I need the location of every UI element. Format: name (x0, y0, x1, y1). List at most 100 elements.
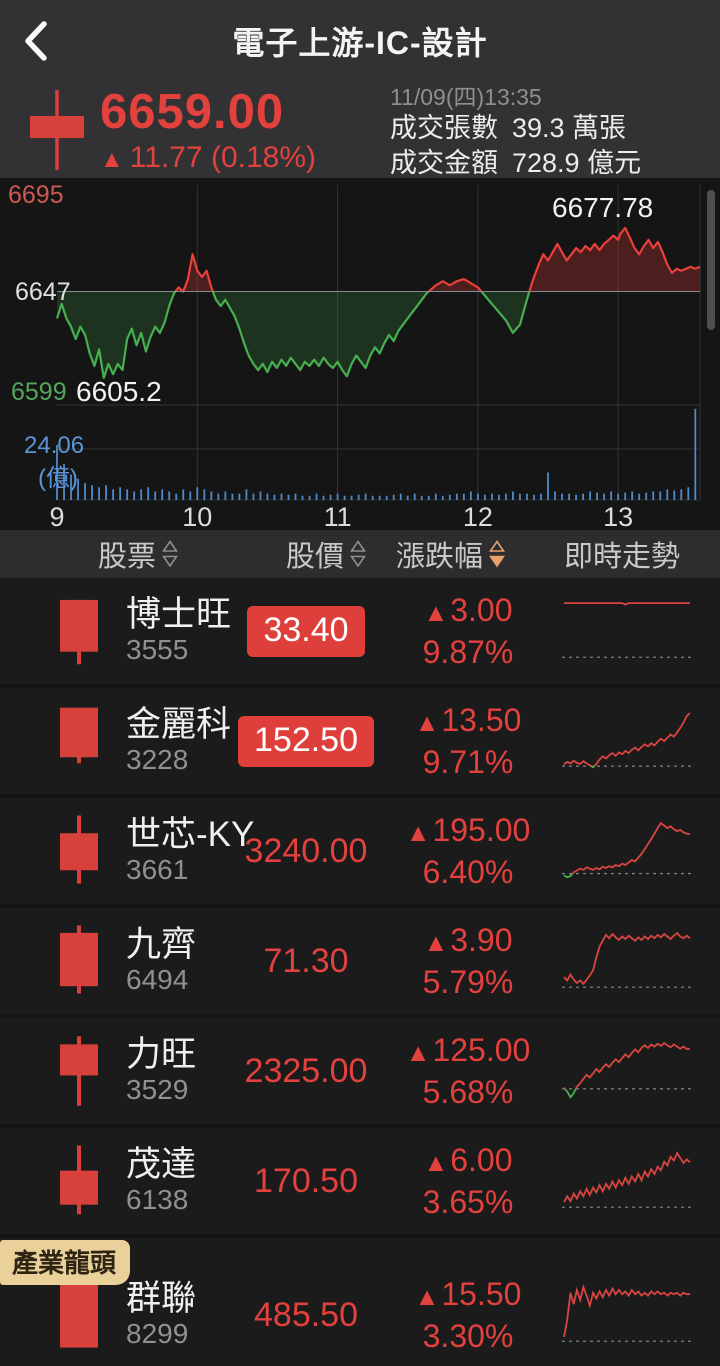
change-value: ▲6.00 (423, 1142, 513, 1178)
change-percent: 5.79% (422, 964, 514, 1000)
stock-price: 33.40 (226, 578, 386, 684)
index-change: ▲ 11.77 (0.18%) (100, 141, 316, 175)
stock-code: 3555 (126, 634, 189, 665)
row-content: 群聯 8299 485.50 ▲15.50 3.30% (0, 1262, 720, 1366)
row-content: 金麗科 3228 152.50 ▲13.50 9.71% (0, 688, 720, 794)
stat-label: 成交張數 (390, 113, 498, 143)
table-row[interactable]: 博士旺 3555 33.40 ▲3.00 9.87% (0, 578, 720, 684)
price-value: 71.30 (263, 941, 349, 980)
row-content: 博士旺 3555 33.40 ▲3.00 9.87% (0, 578, 720, 684)
sort-header-change[interactable]: 漲跌幅 (396, 533, 506, 575)
index-price: 6659.00 (100, 85, 285, 139)
red-candlestick-icon (24, 88, 90, 172)
stock-name: 茂達 (126, 1145, 197, 1184)
change-percent: 3.30% (422, 1318, 514, 1354)
table-header: 股票 股價 漲跌幅 即時走勢 (0, 530, 720, 578)
change-value: ▲195.00 (405, 812, 531, 848)
change-percent: 9.71% (422, 744, 514, 780)
sort-arrows-icon (489, 540, 506, 568)
sort-header-trend: 即時走勢 (564, 533, 680, 575)
row-content: 九齊 6494 71.30 ▲3.90 5.79% (0, 908, 720, 1014)
mini-trend-chart (562, 925, 692, 997)
intraday-chart[interactable]: 6695 6647 6599 24.06 (億) 6677.78 6605.2 … (0, 178, 720, 532)
chart-canvas (55, 185, 701, 501)
change-value: ▲13.50 (414, 702, 522, 738)
table-row[interactable]: 茂達 6138 170.50 ▲6.00 3.65% (0, 1128, 720, 1234)
x-tick-label: 12 (462, 502, 493, 532)
red-candlestick-icon (58, 594, 100, 668)
stock-code: 3661 (126, 854, 189, 885)
price-value: 3240.00 (244, 831, 368, 870)
row-content: 世芯-KY 3661 3240.00 ▲195.00 6.40% (0, 798, 720, 904)
x-tick-label: 11 (323, 502, 352, 532)
price-value: 170.50 (254, 1161, 358, 1200)
red-candlestick-icon (58, 814, 100, 888)
row-content: 力旺 3529 2325.00 ▲125.00 5.68% (0, 1018, 720, 1124)
stock-change: ▲195.00 6.40% (388, 798, 548, 904)
x-tick-label: 13 (603, 502, 634, 532)
table-row[interactable]: 群聯 8299 485.50 ▲15.50 3.30% 產業龍頭 (0, 1238, 720, 1366)
up-triangle-icon: ▲ (423, 929, 449, 957)
header-label: 股票 (98, 541, 157, 573)
stock-price: 170.50 (226, 1128, 386, 1234)
stock-change: ▲3.00 9.87% (388, 578, 548, 684)
limit-up-price-box: 33.40 (247, 605, 365, 657)
volume-shares-stat: 成交張數 39.3 萬張 (390, 106, 626, 145)
limit-up-price-box: 152.50 (238, 715, 374, 767)
stock-change: ▲6.00 3.65% (388, 1128, 548, 1234)
stock-price: 485.50 (226, 1262, 386, 1366)
y-tick-prev-close: 6647 (15, 278, 71, 306)
stock-name: 金麗科 (126, 705, 232, 744)
table-row[interactable]: 世芯-KY 3661 3240.00 ▲195.00 6.40% (0, 798, 720, 904)
stock-price: 2325.00 (226, 1018, 386, 1124)
sort-header-price[interactable]: 股價 (286, 533, 367, 575)
mini-trend-chart (562, 1145, 692, 1217)
stock-change: ▲125.00 5.68% (388, 1018, 548, 1124)
x-tick-label: 9 (49, 502, 65, 532)
stock-price: 71.30 (226, 908, 386, 1014)
red-candlestick-icon (58, 924, 100, 998)
sort-arrows-icon (162, 540, 179, 568)
red-candlestick-icon (58, 1278, 100, 1352)
page-title: 電子上游-IC-設計 (232, 25, 488, 61)
top-panel: 電子上游-IC-設計 6659.00 ▲ 11.77 (0.18%) 11/09(… (0, 0, 720, 178)
stock-list: 博士旺 3555 33.40 ▲3.00 9.87% 金麗科 3228 152.50 ▲13.5… (0, 578, 720, 1366)
chevron-left-icon (25, 21, 47, 61)
stock-price: 152.50 (226, 688, 386, 794)
table-row[interactable]: 九齊 6494 71.30 ▲3.90 5.79% (0, 908, 720, 1014)
stock-name: 九齊 (126, 925, 197, 964)
change-value: ▲3.00 (423, 592, 513, 628)
quote-time: 11/09(四)13:35 (390, 84, 542, 110)
turnover-stat: 成交金額 728.9 億元 (390, 141, 641, 180)
change-percent: 3.65% (422, 1184, 514, 1220)
table-row[interactable]: 力旺 3529 2325.00 ▲125.00 5.68% (0, 1018, 720, 1124)
low-annotation: 6605.2 (76, 376, 162, 407)
y-tick-high: 6695 (8, 181, 64, 209)
mini-trend-chart (562, 815, 692, 887)
mini-trend-chart (562, 595, 692, 667)
stock-change: ▲3.90 5.79% (388, 908, 548, 1014)
stock-name: 力旺 (126, 1035, 197, 1074)
header-label: 即時走勢 (564, 541, 681, 573)
navbar: 電子上游-IC-設計 (0, 0, 720, 78)
stat-value: 728.9 億元 (512, 148, 642, 178)
index-change-text: 11.77 (0.18%) (129, 141, 316, 174)
change-percent: 9.87% (422, 634, 514, 670)
stock-code: 8299 (126, 1318, 189, 1349)
change-value: ▲125.00 (405, 1032, 531, 1068)
table-row[interactable]: 金麗科 3228 152.50 ▲13.50 9.71% (0, 688, 720, 794)
up-triangle-icon: ▲ (423, 599, 449, 627)
back-button[interactable] (14, 16, 62, 64)
stock-code: 3228 (126, 744, 189, 775)
chart-scrollbar[interactable] (707, 190, 715, 330)
up-triangle-icon: ▲ (414, 709, 440, 737)
sort-header-stock[interactable]: 股票 (98, 533, 179, 575)
stock-name: 世芯-KY (126, 815, 255, 854)
stock-code: 6494 (126, 964, 189, 995)
sort-arrows-icon (350, 540, 367, 568)
stock-change: ▲13.50 9.71% (388, 688, 548, 794)
change-value: ▲15.50 (414, 1276, 522, 1312)
up-triangle-icon: ▲ (405, 1039, 431, 1067)
red-candlestick-icon (58, 704, 100, 778)
